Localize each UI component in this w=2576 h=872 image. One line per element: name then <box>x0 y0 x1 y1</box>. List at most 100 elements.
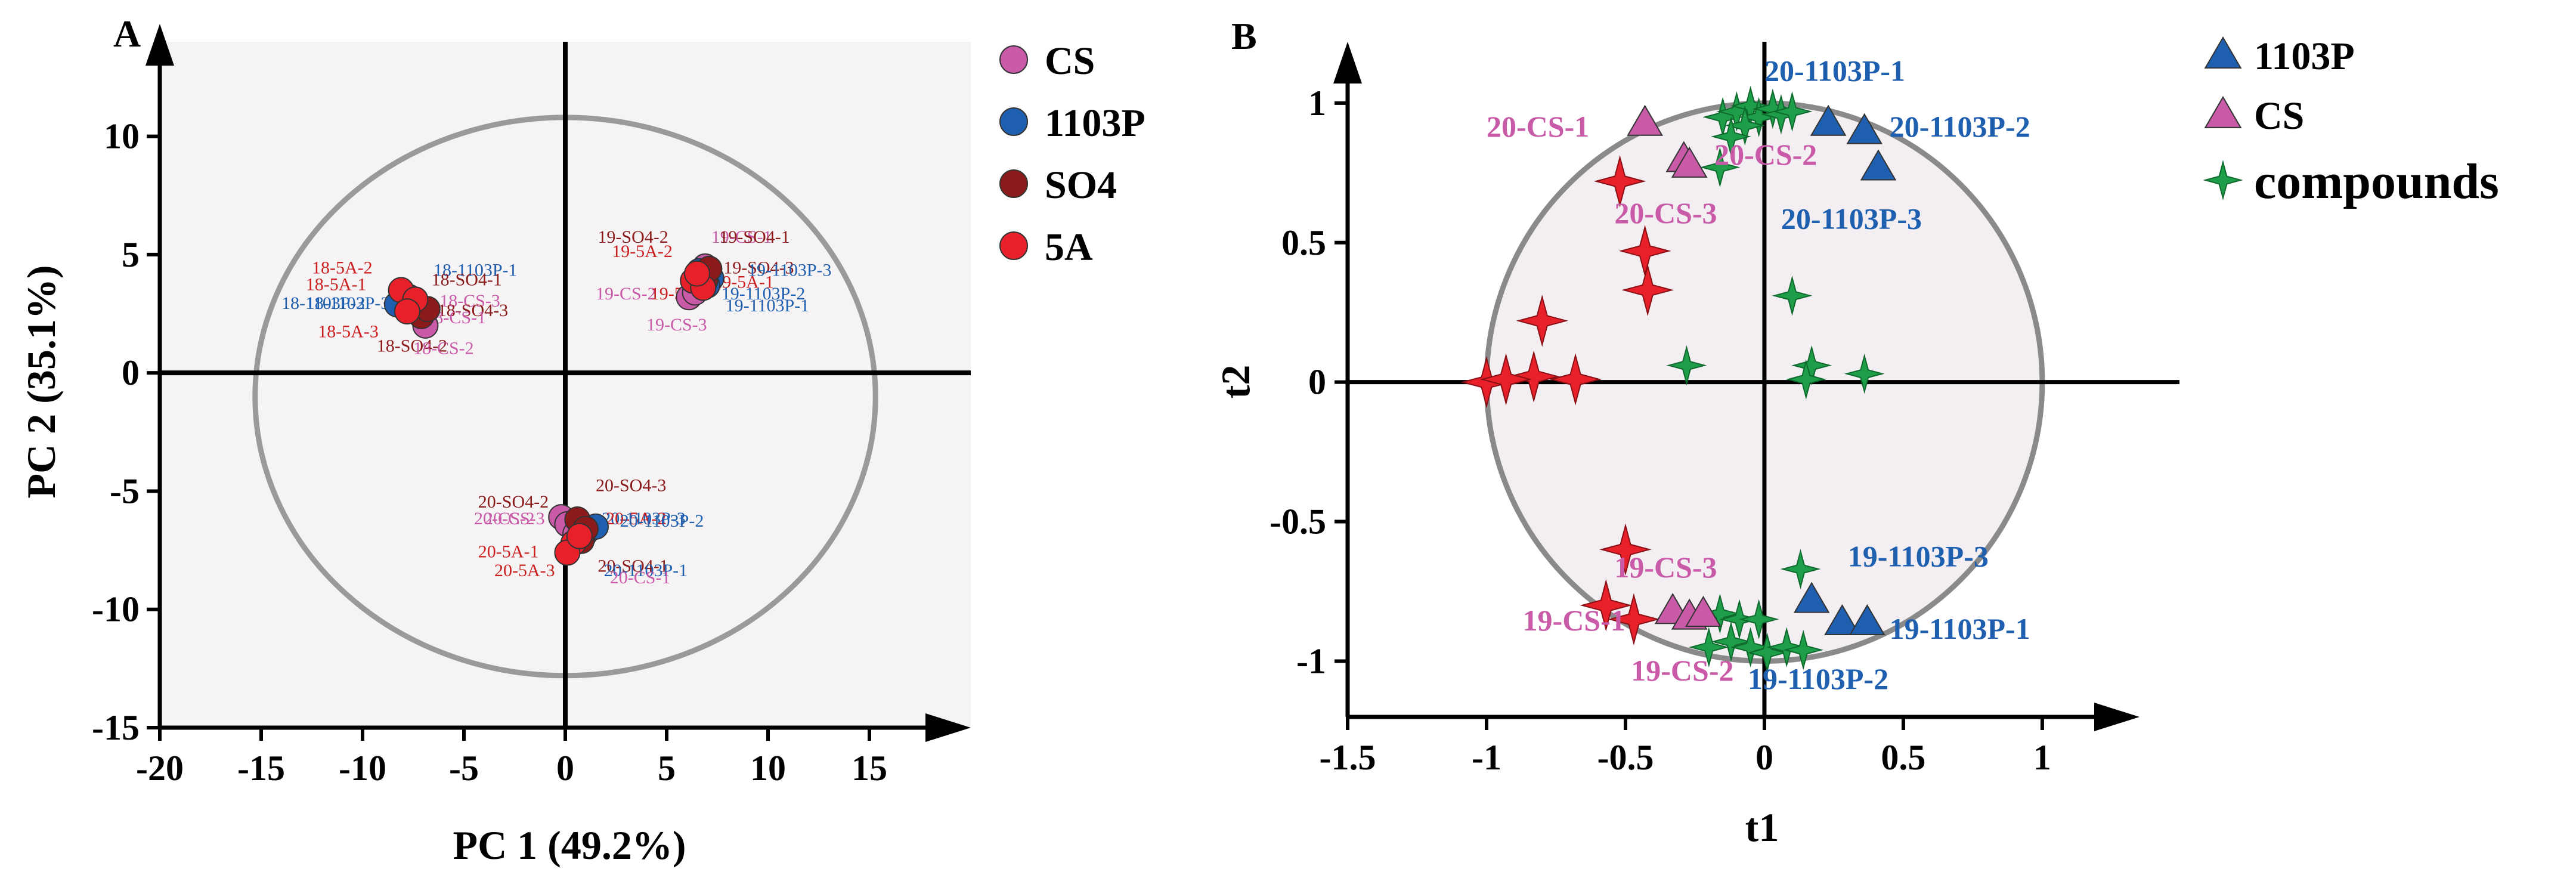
plot-b-compound-star-highlight <box>1479 353 1532 406</box>
plot-b-sample-1103p <box>1793 582 1830 613</box>
plot-a-legend: CS 1103P SO4 5A <box>999 39 1145 269</box>
legend-a-label: 1103P <box>1045 101 1145 145</box>
plot-b-compound-star <box>1844 353 1885 394</box>
plot-a-ylabel: PC 2 (35.1%) <box>18 265 64 499</box>
plot-b-compound-star <box>1766 627 1807 667</box>
plot-b-xtick-label: -1.5 <box>1320 738 1376 777</box>
plot-a-xtick-label: -20 <box>136 749 184 788</box>
plot-b-point-label: 19-CS-3 <box>1614 551 1717 584</box>
plot-b-compound-star <box>1772 275 1813 316</box>
plot-a-ytick-label: 5 <box>122 235 140 274</box>
plot-a-x-arrow <box>925 713 971 742</box>
plot-a-point-label: 19-SO4-1 <box>719 227 789 247</box>
plot-b-compound-star <box>1711 621 1751 662</box>
plot-a-point-label: 18-5A-2 <box>312 258 373 278</box>
legend-b-label: CS <box>2254 94 2304 138</box>
plot-b-compound-star <box>1785 359 1826 400</box>
plot-a-point-label: 18-SO4-1 <box>432 270 502 289</box>
plot-a-point-5a <box>684 260 710 287</box>
plot-b-sample-cs <box>1627 104 1663 136</box>
plot-b-compound-star <box>1688 627 1729 667</box>
plot-a-point-label: 18-CS-3 <box>439 291 500 311</box>
legend-a-label: SO4 <box>1045 163 1117 207</box>
plot-a-point-label: 19-SO4-3 <box>723 258 794 278</box>
plot-b-sample-1103p <box>1846 113 1883 144</box>
plot-a-point-label: 18-5A-1 <box>306 274 367 294</box>
plot-a-point-label: 18-1103P-3 <box>306 293 390 313</box>
plot-b-ytick-label: 1 <box>1308 84 1326 123</box>
plot-b-compound-star <box>1724 105 1766 146</box>
legend-a-marker-1103p <box>999 107 1028 136</box>
plot-b-compound-star <box>1772 91 1813 132</box>
plot-a-xlabel: PC 1 (49.2%) <box>453 822 686 868</box>
plot-b-ytick-label: 0 <box>1308 363 1326 402</box>
legend-a-marker-so4 <box>999 169 1028 198</box>
plot-a-point-label: 19-CS-1 <box>711 227 772 247</box>
plot-a-point-labels: 18-5A-218-5A-1 18-1103P-118-SO4-1 18-1103P… <box>281 227 832 587</box>
plot-b-compound-star-highlight <box>1621 264 1674 317</box>
plot-b-point-labels: 20-1103P-1 20-1103P-2 20-1103P-3 20-CS-1 20-… <box>1487 54 2030 695</box>
plot-b-point-label: 20-CS-2 <box>1714 138 1817 171</box>
plot-a-point-label: 20-CS-3 <box>484 509 545 528</box>
plot-a-ytick-label: -15 <box>92 708 140 747</box>
plot-b-point-label: 19-1103P-2 <box>1748 662 1888 695</box>
plot-a-point-label: 19-1103P-3 <box>748 261 832 280</box>
legend-b-marker-compounds <box>2203 160 2243 200</box>
plot-a-point-label: 20-CS-2 <box>474 509 535 528</box>
panel-a-letter: A <box>113 13 141 55</box>
plot-b-compound-star-highlight <box>1580 579 1633 632</box>
plot-a-point-label: 18-1103P-1 <box>434 261 518 280</box>
plot-b-sample-cs <box>1671 146 1708 178</box>
plot-a-ytick-label: -10 <box>92 590 140 629</box>
plot-b-points <box>1460 85 1897 673</box>
plot-b-compound-star <box>1666 345 1707 386</box>
plot-a-point-label: 20-5A-1 <box>478 542 539 561</box>
plot-b-compound-star <box>1780 549 1821 589</box>
legend-a-marker-cs <box>999 45 1028 74</box>
plot-a-point-5a <box>394 298 420 325</box>
legend-b-marker-cs <box>2204 95 2242 128</box>
plot-a-point-label: 20-SO4-3 <box>596 475 666 495</box>
legend-b-label: compounds <box>2254 154 2499 209</box>
plot-a-point-label: 19-CS-3 <box>646 315 707 335</box>
plot-a-xtick-label: -15 <box>237 749 285 788</box>
plot-a-point-label: 20-SO4-2 <box>478 492 549 512</box>
plot-b-compound-star <box>1783 629 1824 670</box>
plot-b-point-label: 20-1103P-1 <box>1764 54 1905 87</box>
plot-a-xtick-label: 0 <box>556 749 574 788</box>
plot-a-xtick-label: -10 <box>339 749 386 788</box>
plot-b-point-label: 19-CS-1 <box>1523 604 1626 637</box>
plot-b-sample-1103p <box>1860 149 1897 181</box>
plot-b-xtick-label: 0.5 <box>1881 738 1925 777</box>
plot-a-ytick-label: 10 <box>104 117 140 156</box>
plot-b-point-label: 20-CS-1 <box>1487 110 1589 143</box>
plot-b-sample-1103p <box>1849 604 1885 636</box>
plot-b-point-label: 20-1103P-2 <box>1890 110 2030 143</box>
panel-b: -1.5 -1 -0.5 0 0.5 1-1-0.500.51 20-1103P-120-… <box>1213 15 2499 850</box>
plot-b-xtick-label: 0 <box>1755 738 1773 777</box>
plot-b-compound-star <box>1747 632 1788 673</box>
plot-b-point-label: 19-CS-2 <box>1631 654 1733 687</box>
plot-b-compound-star-highlight <box>1549 353 1602 406</box>
plot-a-point-label: 18-SO4-2 <box>377 336 447 355</box>
plot-b-compound-star-highlight <box>1608 593 1660 646</box>
plot-a-point-label: 19-SO4-2 <box>597 227 668 247</box>
plot-a-point-label: 20-1103P-3 <box>602 509 686 528</box>
legend-b-marker-1103p <box>2204 36 2242 69</box>
plot-b-xtick-label: 1 <box>2033 738 2051 777</box>
plot-b-sample-cs <box>1685 595 1722 627</box>
plot-a-ytick-label: 0 <box>122 353 140 392</box>
legend-a-label: 5A <box>1045 225 1093 269</box>
plot-a-point-label: 19-CS-2 <box>596 284 657 304</box>
plot-b-xlabel: t1 <box>1745 805 1779 850</box>
legend-a-marker-5a <box>999 231 1028 260</box>
plot-b-ytick-label: -0.5 <box>1270 502 1326 542</box>
plot-b-compound-star <box>1730 627 1771 667</box>
plot-a-point-label: 20-1103P-1 <box>604 561 688 580</box>
plot-b-sample-1103p <box>1824 604 1860 636</box>
plot-a-xtick-label: 10 <box>750 749 786 788</box>
plot-b-point-label: 20-1103P-3 <box>1781 202 1922 235</box>
plot-a-point-5a <box>566 522 593 549</box>
